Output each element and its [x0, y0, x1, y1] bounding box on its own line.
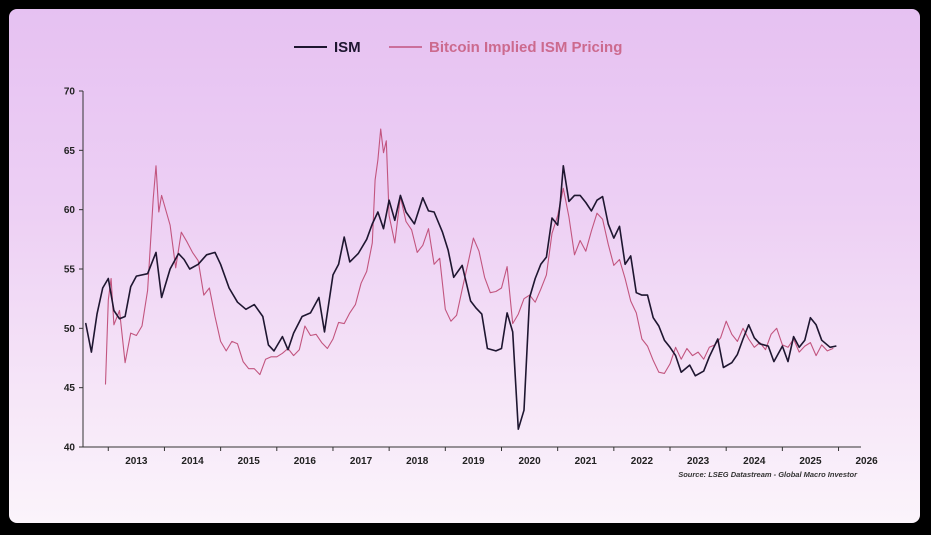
legend: ISM Bitcoin Implied ISM Pricing [294, 39, 622, 56]
series-line-bitcoin-implied-ism [104, 128, 834, 385]
line-chart: ISM Bitcoin Implied ISM Pricing 40 45 50 55… [64, 39, 878, 479]
y-tick-label: 50 [64, 324, 76, 335]
x-tick-label: 2020 [518, 456, 541, 467]
series-lines [85, 128, 837, 430]
x-tick-label: 2018 [406, 456, 429, 467]
y-tick-label: 55 [64, 265, 76, 276]
x-tick-label: 2021 [575, 456, 598, 467]
legend-label-ism: ISM [334, 39, 361, 56]
x-tick-label: 2013 [125, 456, 148, 467]
x-tick-label: 2025 [799, 456, 822, 467]
chart-card: ISM Bitcoin Implied ISM Pricing 40 45 50 55… [9, 9, 920, 523]
x-tick-label: 2024 [743, 456, 766, 467]
x-tick-label: 2023 [687, 456, 710, 467]
x-tick-label: 2014 [181, 456, 204, 467]
x-tick-label: 2019 [462, 456, 485, 467]
y-tick-label: 65 [64, 146, 76, 157]
x-tick-label: 2016 [294, 456, 317, 467]
y-tick-label: 70 [64, 87, 76, 98]
x-tick-label: 2017 [350, 456, 373, 467]
y-tick-label: 45 [64, 383, 76, 394]
x-tick-label: 2022 [631, 456, 654, 467]
legend-label-bitcoin-implied-ism: Bitcoin Implied ISM Pricing [429, 39, 622, 56]
x-tick-label: 2026 [855, 456, 878, 467]
y-tick-label: 40 [64, 443, 76, 454]
axes: 40 45 50 55 60 65 70 2013 2014 2015 2016 2017 2018 20… [64, 87, 878, 468]
x-tick-label: 2015 [238, 456, 261, 467]
series-line-ism [85, 165, 837, 430]
y-tick-label: 60 [64, 205, 76, 216]
source-note: Source: LSEG Datastream - Global Macro I… [678, 470, 858, 479]
